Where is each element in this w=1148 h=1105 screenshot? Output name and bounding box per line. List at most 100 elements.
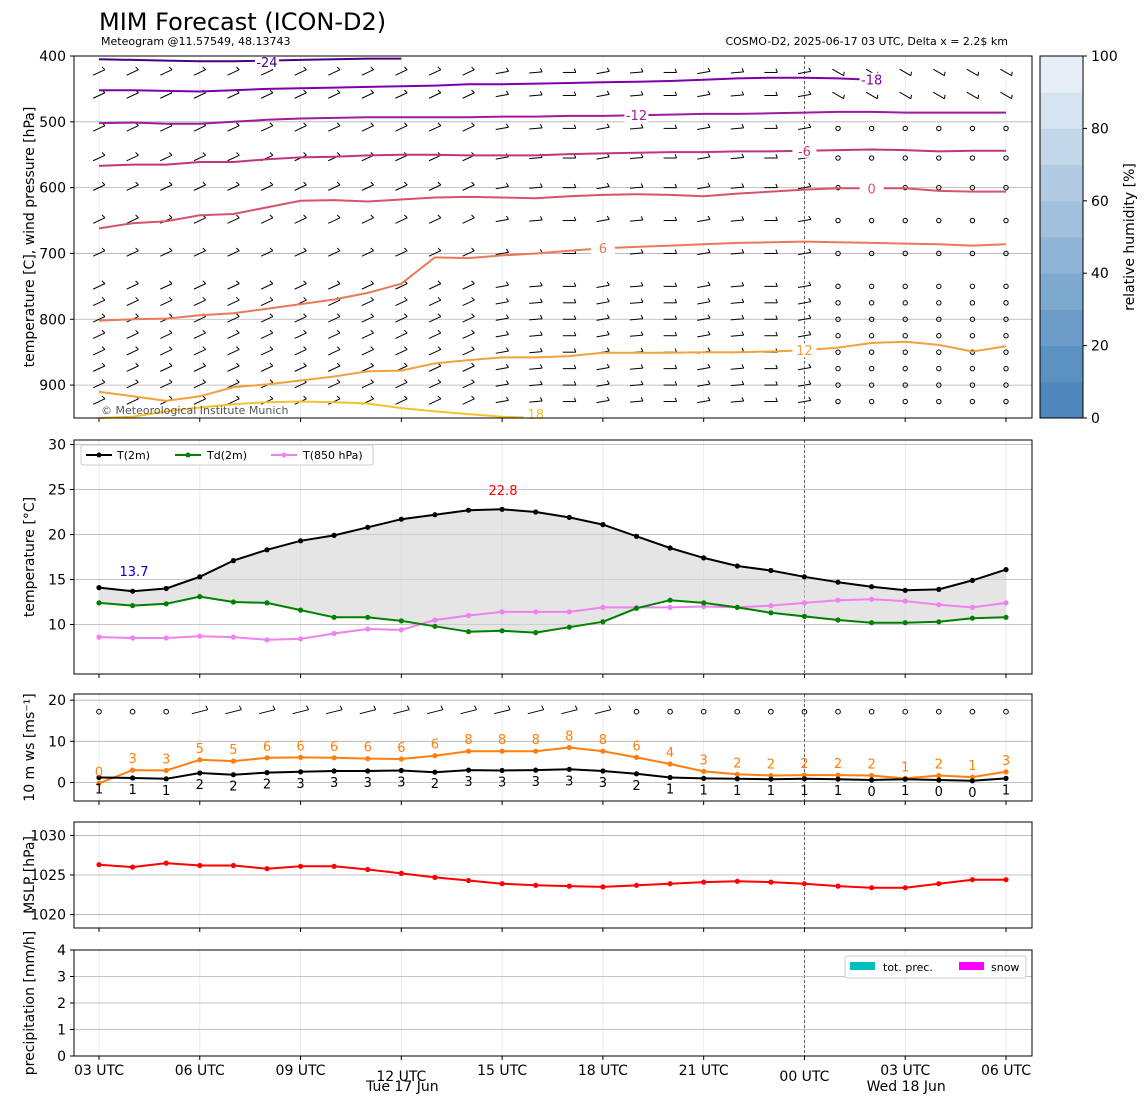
- wind-barb-feather: [370, 296, 374, 301]
- wind-barb-shaft: [361, 283, 374, 290]
- wind-barb-feather: [168, 214, 173, 219]
- wind-barb-feather: [269, 313, 274, 317]
- wind-barb-feather: [471, 66, 475, 71]
- calm-wind-marker: [936, 125, 942, 132]
- wind-barb-feather: [775, 397, 778, 402]
- wind-barb-shaft: [529, 351, 543, 354]
- wind-barb-feather: [437, 346, 442, 350]
- t2m-marker: [365, 524, 371, 530]
- wind-barb-shaft: [294, 283, 307, 290]
- wind-barb-shaft: [629, 219, 644, 222]
- wind-barb-feather: [236, 152, 240, 156]
- wind-barb-feather: [474, 705, 477, 710]
- wind-barb-shaft: [361, 92, 374, 99]
- wind-barb-feather: [640, 68, 644, 73]
- wind-barb-feather: [910, 71, 912, 76]
- wind-barb-feather: [168, 395, 173, 400]
- wind-barb-feather: [775, 91, 778, 96]
- gust-value-label: 6: [263, 740, 271, 755]
- colorbar-swatch: [1040, 200, 1083, 238]
- wind-barb-feather: [269, 280, 274, 284]
- wind-barb-shaft: [193, 348, 206, 356]
- wind-barb-shaft: [328, 92, 341, 99]
- mean-wind-marker: [902, 776, 908, 782]
- wind-barb-feather: [741, 380, 745, 385]
- wind-barb-feather: [303, 313, 307, 317]
- wind-barb-shaft: [730, 71, 744, 74]
- gust-marker: [969, 774, 976, 780]
- wind-barb-feather: [707, 330, 711, 335]
- wind-barb-feather: [236, 296, 240, 301]
- calm-wind-marker: [902, 333, 908, 339]
- td2m-marker: [835, 617, 841, 623]
- wind-barb-feather: [741, 216, 745, 221]
- wind-barb-shaft: [393, 709, 410, 715]
- t850-marker: [869, 596, 875, 602]
- mean-wind-marker: [264, 770, 270, 776]
- calm-wind-marker: [835, 155, 841, 161]
- calm-wind-marker: [835, 398, 841, 405]
- wind-barb-shaft: [730, 367, 744, 370]
- wind-barb-feather: [403, 296, 408, 301]
- x-tick-label: 21 UTC: [679, 1063, 729, 1079]
- wind-barb-feather: [269, 214, 274, 219]
- wind-barb-feather: [168, 362, 173, 367]
- x-tick-label: 03 UTC: [74, 1063, 124, 1079]
- wind-barb-feather: [303, 122, 307, 127]
- wind-barb-shaft: [328, 365, 341, 372]
- wind-barb-shaft: [730, 127, 744, 130]
- wind-barb-shaft: [462, 69, 475, 76]
- wind-barb-feather: [674, 68, 678, 73]
- wind-barb-shaft: [730, 285, 744, 288]
- wind-barb-shaft: [160, 250, 173, 257]
- x-tick-label: 09 UTC: [276, 1063, 326, 1079]
- wind-barb-shaft: [797, 126, 811, 131]
- wind-barb-shaft: [193, 299, 206, 307]
- wind-barb-feather: [775, 315, 778, 320]
- wind-barb-shaft: [395, 299, 408, 307]
- wind-barb-feather: [269, 329, 274, 334]
- wind-barb-shaft: [160, 283, 173, 290]
- wind-barb-feather: [876, 94, 879, 99]
- mean-wind-value-label: 3: [599, 776, 607, 791]
- mean-wind-value-label: 1: [800, 784, 808, 799]
- wind-barb-shaft: [529, 384, 543, 387]
- wind-barb-feather: [640, 397, 644, 402]
- wind-barb-shaft: [629, 367, 644, 370]
- colorbar-tick-label: 40: [1091, 266, 1109, 282]
- wind-barb-shaft: [529, 71, 543, 74]
- wind-barb-shaft: [797, 334, 811, 338]
- wind-barb-feather: [707, 67, 711, 72]
- wind-barb-feather: [707, 215, 711, 220]
- calm-wind-marker: [902, 217, 908, 224]
- wind-barb-feather: [269, 152, 274, 156]
- wind-barb-shaft: [227, 184, 240, 191]
- wind-barb-shaft: [428, 316, 442, 323]
- wind-barb-feather: [741, 314, 745, 319]
- wind-barb-shaft: [529, 156, 543, 160]
- calm-wind-marker: [969, 398, 976, 405]
- wind-barb-shaft: [495, 93, 509, 98]
- calm-wind-marker: [936, 316, 942, 322]
- gust-value-label: 8: [498, 733, 506, 748]
- mslp-marker: [869, 885, 875, 891]
- gust-value-label: 2: [867, 757, 875, 772]
- wind-barb-feather: [303, 395, 307, 400]
- wind-barb-shaft: [92, 348, 106, 356]
- wind-barb-feather: [471, 122, 475, 127]
- wind-barb-shaft: [966, 68, 979, 77]
- wind-barb-feather: [573, 68, 577, 73]
- wind-barb-feather: [238, 705, 242, 710]
- calm-wind-marker: [768, 708, 774, 715]
- wind-barb-shaft: [730, 318, 744, 321]
- wind-barb-feather: [808, 298, 812, 302]
- precipitation-legend: tot. prec. snow: [844, 955, 1027, 979]
- wind-barb-feather: [640, 91, 644, 96]
- wind-barb-feather: [506, 182, 509, 187]
- t850-marker: [398, 627, 404, 633]
- temperature-panel: 10 15 20 25 30 temperature [°C] T(2m) Td(2m) …: [22, 438, 1033, 678]
- isotherm-line: [98, 110, 1006, 125]
- mean-wind-marker: [701, 775, 707, 782]
- td2m-marker: [667, 597, 673, 603]
- wind-barb-shaft: [193, 69, 206, 76]
